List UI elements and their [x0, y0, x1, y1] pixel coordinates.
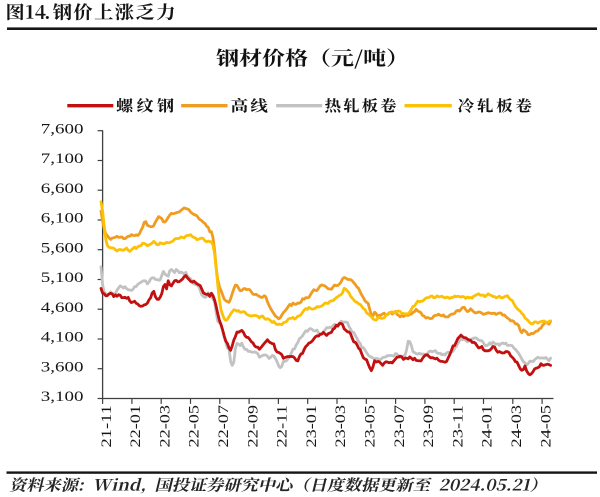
- svg-text:22-09: 22-09: [245, 405, 261, 448]
- svg-text:4,100: 4,100: [41, 330, 84, 346]
- svg-text:24-03: 24-03: [509, 405, 525, 448]
- svg-text:23-07: 23-07: [392, 404, 408, 447]
- svg-text:3,100: 3,100: [41, 389, 84, 405]
- svg-text:23-03: 23-03: [333, 405, 349, 448]
- svg-text:22-11: 22-11: [275, 405, 291, 448]
- svg-text:24-05: 24-05: [538, 405, 554, 448]
- svg-text:5,600: 5,600: [41, 240, 84, 256]
- svg-text:3,600: 3,600: [41, 359, 84, 375]
- svg-text:23-09: 23-09: [421, 405, 437, 448]
- svg-text:23-11: 23-11: [450, 405, 466, 448]
- svg-text:21-11: 21-11: [99, 405, 115, 448]
- svg-text:7,600: 7,600: [41, 121, 84, 137]
- svg-text:7,100: 7,100: [41, 151, 84, 167]
- svg-text:5,100: 5,100: [41, 270, 84, 286]
- svg-text:4,600: 4,600: [41, 300, 84, 316]
- svg-text:23-01: 23-01: [304, 405, 320, 448]
- svg-text:23-05: 23-05: [363, 405, 379, 448]
- svg-text:24-01: 24-01: [480, 405, 496, 448]
- svg-text:6,600: 6,600: [41, 181, 84, 197]
- svg-text:22-05: 22-05: [187, 405, 203, 448]
- svg-text:22-03: 22-03: [157, 405, 173, 448]
- svg-text:6,100: 6,100: [41, 211, 84, 227]
- svg-text:22-07: 22-07: [216, 404, 232, 447]
- svg-text:22-01: 22-01: [128, 405, 144, 448]
